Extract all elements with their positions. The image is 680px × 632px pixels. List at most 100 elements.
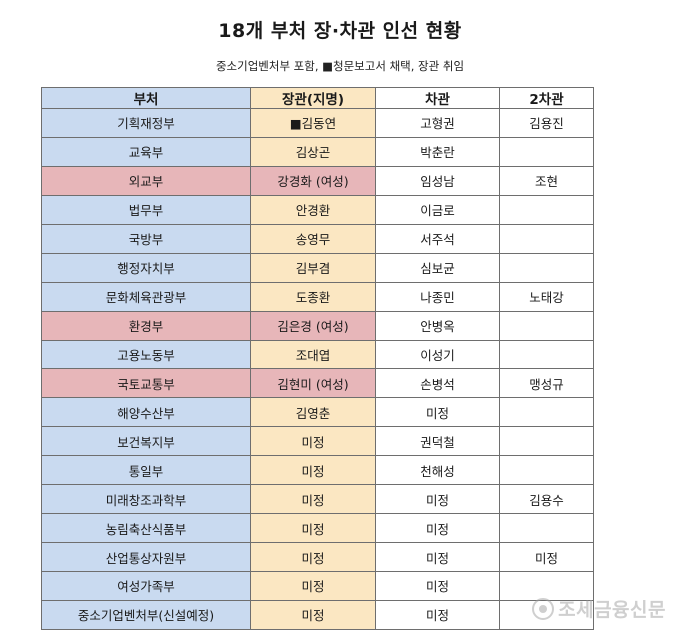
cell-ministry: 문화체육관광부 bbox=[41, 281, 251, 312]
cell-minister: 도종환 bbox=[250, 281, 376, 312]
table-row: 국토교통부 김현미 (여성) 손병석 맹성규 bbox=[41, 368, 594, 399]
watermark-icon bbox=[532, 598, 555, 620]
cell-ministry: 산업통상자원부 bbox=[41, 542, 251, 572]
appointments-table: 부처 장관(지명) 차관 2차관 기획재정부 ■김동연 고형권 김용진 교육부 김상곤 박춘… bbox=[41, 87, 594, 631]
cell-second-vice-minister: 노태강 bbox=[499, 281, 594, 312]
appointments-table-wrapper: 부처 장관(지명) 차관 2차관 기획재정부 ■김동연 고형권 김용진 교육부 김상곤 박춘… bbox=[41, 87, 594, 631]
cell-second-vice-minister bbox=[499, 310, 594, 341]
cell-vice-minister: 박춘란 bbox=[375, 136, 500, 167]
cell-minister: 미정 bbox=[250, 599, 376, 631]
cell-second-vice-minister bbox=[499, 513, 594, 544]
cell-second-vice-minister bbox=[499, 426, 594, 457]
cell-minister: 안경환 bbox=[250, 194, 376, 225]
cell-second-vice-minister: 김용진 bbox=[499, 108, 594, 138]
header-ministry: 부처 bbox=[41, 87, 251, 109]
table-row: 산업통상자원부 미정 미정 미정 bbox=[41, 542, 594, 572]
cell-vice-minister: 나종민 bbox=[375, 281, 500, 312]
cell-second-vice-minister bbox=[499, 455, 594, 486]
cell-minister: 조대엽 bbox=[250, 339, 376, 370]
page-subtitle: 중소기업벤처부 포함, ■청문보고서 채택, 장관 취임 bbox=[215, 59, 465, 73]
cell-second-vice-minister bbox=[499, 194, 594, 225]
page-title: 18개 부처 장·차관 인선 현황 bbox=[218, 20, 462, 42]
cell-vice-minister: 이성기 bbox=[375, 339, 500, 370]
cell-vice-minister: 권덕철 bbox=[375, 426, 500, 457]
cell-minister: 강경화 (여성) bbox=[250, 165, 376, 196]
header-minister: 장관(지명) bbox=[250, 87, 376, 109]
cell-vice-minister: 임성남 bbox=[375, 165, 500, 196]
cell-second-vice-minister bbox=[499, 571, 594, 601]
cell-ministry: 국방부 bbox=[41, 223, 251, 254]
table-body: 기획재정부 ■김동연 고형권 김용진 교육부 김상곤 박춘란 외교부 강경화 (여성) 임성남 조현… bbox=[41, 108, 594, 631]
cell-minister: 미정 bbox=[250, 426, 376, 457]
cell-vice-minister: 미정 bbox=[375, 484, 500, 515]
cell-second-vice-minister: 미정 bbox=[499, 542, 594, 572]
cell-ministry: 여성가족부 bbox=[41, 571, 251, 601]
cell-second-vice-minister bbox=[499, 339, 594, 370]
cell-minister: ■김동연 bbox=[250, 108, 376, 138]
cell-minister: 김은경 (여성) bbox=[250, 310, 376, 341]
cell-minister: 미정 bbox=[250, 484, 376, 515]
cell-vice-minister: 미정 bbox=[375, 542, 500, 572]
table-row: 국방부 송영무 서주석 bbox=[41, 223, 594, 254]
cell-ministry: 고용노동부 bbox=[41, 339, 251, 370]
cell-ministry: 해양수산부 bbox=[41, 397, 251, 428]
cell-minister: 김현미 (여성) bbox=[250, 368, 376, 399]
table-row: 중소기업벤처부(신설예정) 미정 미정 bbox=[41, 599, 594, 631]
table-row: 교육부 김상곤 박춘란 bbox=[41, 136, 594, 167]
cell-second-vice-minister bbox=[499, 397, 594, 428]
cell-vice-minister: 미정 bbox=[375, 599, 500, 631]
cell-second-vice-minister: 김용수 bbox=[499, 484, 594, 515]
cell-ministry: 기획재정부 bbox=[41, 108, 251, 138]
header-second-vice-minister: 2차관 bbox=[499, 87, 594, 109]
table-row: 외교부 강경화 (여성) 임성남 조현 bbox=[41, 165, 594, 196]
table-row: 법무부 안경환 이금로 bbox=[41, 194, 594, 225]
table-row: 농림축산식품부 미정 미정 bbox=[41, 513, 594, 544]
cell-minister: 김상곤 bbox=[250, 136, 376, 167]
cell-vice-minister: 미정 bbox=[375, 571, 500, 601]
cell-second-vice-minister bbox=[499, 252, 594, 283]
cell-vice-minister: 고형권 bbox=[375, 108, 500, 138]
header-vice-minister: 차관 bbox=[375, 87, 500, 109]
cell-ministry: 통일부 bbox=[41, 455, 251, 486]
cell-minister: 미정 bbox=[250, 542, 376, 572]
cell-ministry: 외교부 bbox=[41, 165, 251, 196]
cell-minister: 김영춘 bbox=[250, 397, 376, 428]
cell-minister: 미정 bbox=[250, 455, 376, 486]
cell-ministry: 행정자치부 bbox=[41, 252, 251, 283]
cell-minister: 김부겸 bbox=[250, 252, 376, 283]
cell-vice-minister: 미정 bbox=[375, 513, 500, 544]
cell-ministry: 중소기업벤처부(신설예정) bbox=[41, 599, 251, 631]
cell-ministry: 교육부 bbox=[41, 136, 251, 167]
cell-vice-minister: 심보균 bbox=[375, 252, 500, 283]
cell-ministry: 국토교통부 bbox=[41, 368, 251, 399]
cell-second-vice-minister bbox=[499, 136, 594, 167]
cell-vice-minister: 이금로 bbox=[375, 194, 500, 225]
cell-second-vice-minister: 조현 bbox=[499, 165, 594, 196]
cell-second-vice-minister: 맹성규 bbox=[499, 368, 594, 399]
cell-vice-minister: 손병석 bbox=[375, 368, 500, 399]
cell-minister: 미정 bbox=[250, 513, 376, 544]
cell-vice-minister: 서주석 bbox=[375, 223, 500, 254]
cell-vice-minister: 천해성 bbox=[375, 455, 500, 486]
cell-vice-minister: 안병옥 bbox=[375, 310, 500, 341]
table-row: 보건복지부 미정 권덕철 bbox=[41, 426, 594, 457]
watermark-text: 조세금융신문 bbox=[558, 599, 666, 621]
cell-second-vice-minister bbox=[499, 223, 594, 254]
table-row: 미래창조과학부 미정 미정 김용수 bbox=[41, 484, 594, 515]
cell-ministry: 미래창조과학부 bbox=[41, 484, 251, 515]
cell-ministry: 환경부 bbox=[41, 310, 251, 341]
table-row: 여성가족부 미정 미정 bbox=[41, 571, 594, 601]
cell-minister: 송영무 bbox=[250, 223, 376, 254]
cell-minister: 미정 bbox=[250, 571, 376, 601]
table-row: 환경부 김은경 (여성) 안병옥 bbox=[41, 310, 594, 341]
table-row: 통일부 미정 천해성 bbox=[41, 455, 594, 486]
cell-ministry: 법무부 bbox=[41, 194, 251, 225]
table-row: 해양수산부 김영춘 미정 bbox=[41, 397, 594, 428]
cell-vice-minister: 미정 bbox=[375, 397, 500, 428]
watermark-logo: 조세금융신문 bbox=[532, 595, 666, 622]
table-header-row: 부처 장관(지명) 차관 2차관 bbox=[41, 87, 594, 109]
cell-ministry: 보건복지부 bbox=[41, 426, 251, 457]
table-row: 기획재정부 ■김동연 고형권 김용진 bbox=[41, 108, 594, 138]
table-row: 행정자치부 김부겸 심보균 bbox=[41, 252, 594, 283]
cell-ministry: 농림축산식품부 bbox=[41, 513, 251, 544]
